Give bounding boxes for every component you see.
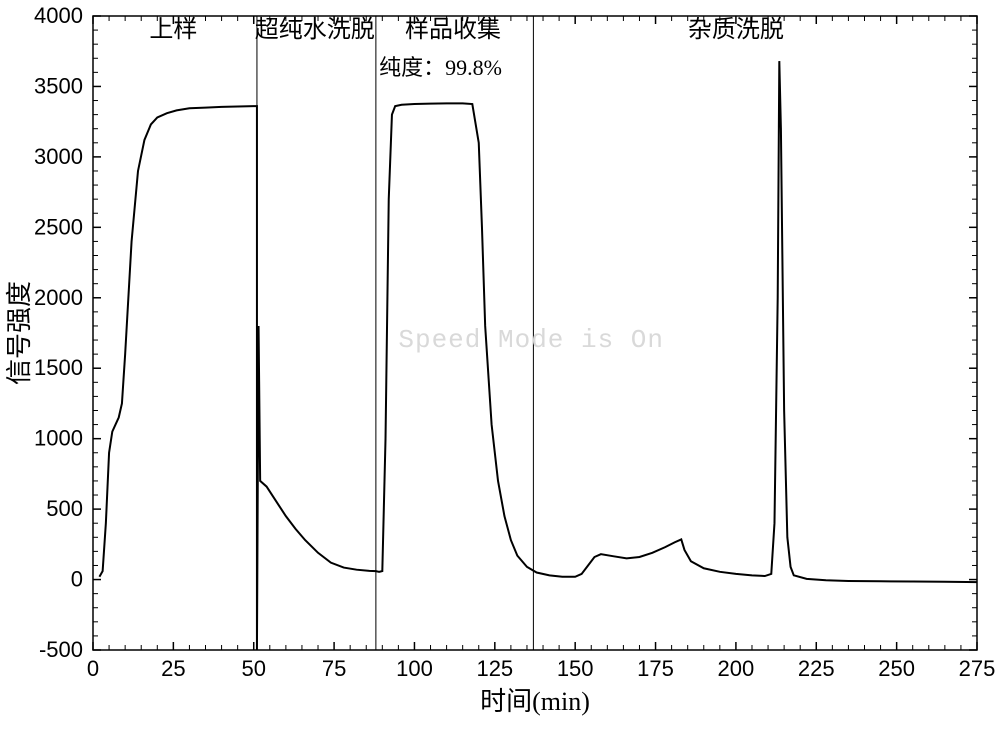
x-tick-label: 150 <box>557 656 594 681</box>
y-tick-label: 3000 <box>34 144 83 169</box>
phase-label: 上样 <box>149 16 197 43</box>
x-tick-label: 50 <box>241 656 265 681</box>
y-tick-label: 1000 <box>34 426 83 451</box>
y-tick-label: 4000 <box>34 3 83 28</box>
x-tick-label: 275 <box>959 656 996 681</box>
y-tick-label: 2000 <box>34 285 83 310</box>
phase-label: 样品收集 <box>405 16 501 43</box>
y-tick-label: 500 <box>46 496 83 521</box>
x-tick-label: 0 <box>87 656 99 681</box>
y-tick-label: 1500 <box>34 355 83 380</box>
x-tick-label: 75 <box>322 656 346 681</box>
purity-label: 纯度：99.8% <box>379 55 502 80</box>
y-tick-label: 3500 <box>34 73 83 98</box>
y-tick-label: -500 <box>39 637 83 662</box>
watermark-text: Speed Mode is On <box>398 325 664 355</box>
x-tick-label: 175 <box>637 656 674 681</box>
phase-label: 超纯水洗脱 <box>255 16 375 43</box>
y-axis-title: 信号强度 <box>5 281 34 385</box>
signal-trace <box>99 61 977 650</box>
phase-label: 杂质洗脱 <box>688 16 784 43</box>
x-tick-label: 250 <box>878 656 915 681</box>
y-tick-label: 0 <box>71 567 83 592</box>
x-tick-label: 25 <box>161 656 185 681</box>
x-tick-label: 200 <box>718 656 755 681</box>
x-tick-label: 225 <box>798 656 835 681</box>
x-tick-label: 125 <box>476 656 513 681</box>
x-tick-label: 100 <box>396 656 433 681</box>
chromatogram-chart: -50005001000150020002500300035004000 025… <box>0 0 1000 729</box>
x-axis-title: 时间(min) <box>480 687 590 716</box>
y-tick-label: 2500 <box>34 214 83 239</box>
